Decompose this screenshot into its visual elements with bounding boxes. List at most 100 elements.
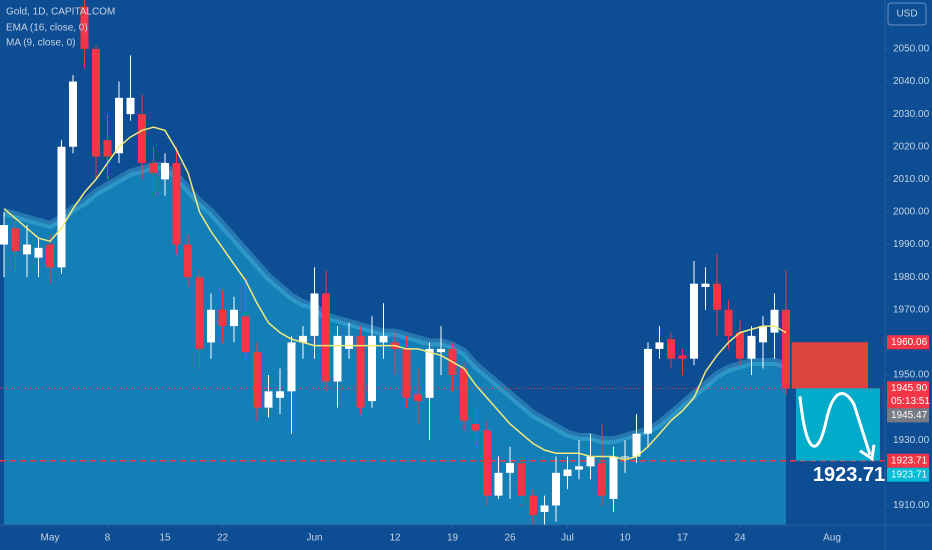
y-tick-label: 2010.00 [893,174,930,185]
stop-zone [791,342,868,389]
y-tick-label: 2000.00 [893,207,930,218]
current-price-tag-bg [887,381,929,409]
candle-body [529,495,537,516]
candle-body [437,348,445,353]
candle-body [379,335,388,343]
candle-body [149,163,158,173]
candle-body [11,228,20,252]
candle-body [230,309,238,327]
candle-body [402,348,411,398]
candle-body [287,342,296,392]
candle-body [241,316,250,353]
candle-body [621,456,629,458]
entry-tag: 1960.06 [891,337,928,348]
x-tick-label: May [41,533,60,544]
candle-body [218,309,227,327]
candle-body [276,391,284,398]
candle-body [310,293,319,336]
y-tick-label: 2030.00 [893,109,930,120]
candle-body [356,335,365,408]
candle-body [322,293,330,382]
x-tick-label: 17 [677,533,689,544]
candle-body [506,463,514,473]
ma-line [3,126,787,461]
candle-body [782,309,790,389]
y-tick-label: 1950.00 [893,370,930,381]
candle-body [0,225,8,245]
x-tick-label: Jun [306,533,322,544]
candle-body [253,352,261,408]
target-tag-2-bg [887,467,929,482]
candle-body [23,244,31,255]
candle-body [724,309,733,336]
candle-body [333,335,342,382]
candle-body [598,463,606,496]
other-price-tag: 1945.47 [891,410,928,421]
candle-body [586,456,595,467]
candle-body [667,339,675,359]
candle-body [759,326,767,343]
candle-body [460,368,468,421]
candle-body [195,277,204,349]
candle-body [494,472,503,496]
x-tick-label: 24 [734,533,746,544]
target-big-label: 1923.71 [813,464,885,486]
candle-body [115,97,123,154]
candle-body [345,335,353,349]
currency-label[interactable]: USD [896,9,917,20]
candle-body [632,433,641,457]
candle-body [46,244,54,268]
other-price-tag-bg [887,408,929,423]
candle-body [563,469,572,477]
candle-body [713,283,721,310]
candle-body [575,466,583,470]
x-tick-label: 15 [159,533,171,544]
y-tick-label: 2050.00 [893,44,930,55]
candle-body [138,114,146,164]
y-tick-label: 2040.00 [893,76,930,87]
currency-button[interactable] [887,2,927,26]
legend-entry: EMA (16, close, 0) [6,23,88,34]
x-tick-label: Jul [561,533,574,544]
candle-body [92,48,100,157]
candle-body [471,423,480,431]
candle-body [172,163,181,245]
candle-body [425,348,434,398]
countdown: 05:13:51 [891,396,930,407]
y-tick-label: 1970.00 [893,304,930,315]
candle-body [747,335,756,359]
candle-body [770,309,779,333]
candle-body [184,244,192,278]
candle-body [368,335,376,402]
candle-body [678,355,687,359]
y-tick-label: 1910.00 [893,500,930,511]
x-tick-label: 10 [619,533,631,544]
plot-area [0,0,885,525]
y-tick-label: 2020.00 [893,141,930,152]
y-tick-label: 1980.00 [893,272,930,283]
candle-body [736,332,744,359]
y-tick-label: 1990.00 [893,239,930,250]
x-tick-label: Aug [823,533,841,544]
candle-body [540,505,549,512]
x-tick-label: 26 [504,533,516,544]
target-tag: 1923.71 [891,455,928,466]
forecast-arrowhead [859,444,876,462]
chart-title: Gold, 1D, CAPITALCOM [6,7,115,18]
candle-body [517,463,526,496]
candle-body [701,283,710,287]
y-tick-label: 1930.00 [893,435,930,446]
current-price-tag: 1945.90 [891,383,928,394]
entry-tag-bg [887,335,929,350]
x-tick-label: 12 [389,533,401,544]
candle-body [483,430,491,496]
target-tag-bg [887,453,929,468]
candle-body [103,140,112,157]
legend-entry: MA (9, close, 0) [6,38,75,49]
target-zone [796,388,880,461]
candle-body [126,97,135,115]
candle-body [264,391,273,408]
candle-body [299,335,307,343]
candle-body [69,81,77,147]
